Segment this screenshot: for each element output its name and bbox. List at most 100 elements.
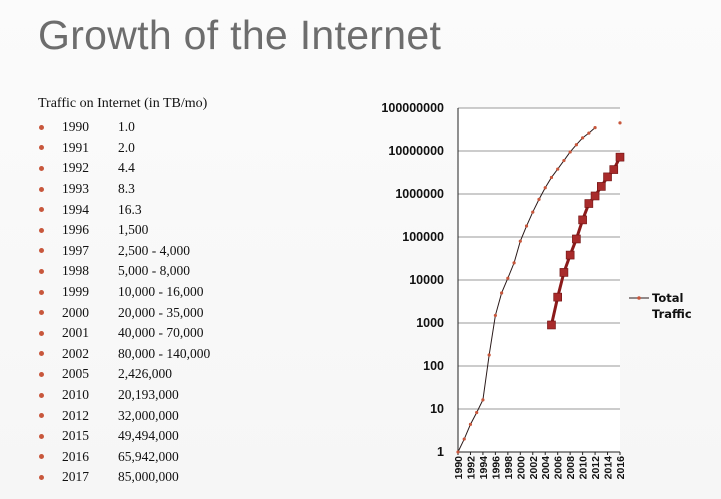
list-item: 1997 2,500 - 4,000	[38, 241, 210, 262]
traffic-table-heading: Traffic on Internet (in TB/mo)	[38, 96, 208, 111]
year-label: 2010	[62, 387, 89, 403]
data-point	[597, 182, 606, 191]
data-point	[537, 197, 541, 201]
y-tick-label: 10	[430, 402, 444, 416]
data-point	[500, 291, 504, 295]
traffic-value: 20,000 - 35,000	[118, 304, 204, 320]
bullet-icon	[39, 392, 44, 398]
bullet-icon	[39, 186, 44, 192]
data-point	[531, 210, 535, 214]
year-label: 2000	[62, 304, 89, 320]
list-item: 1990 1.0	[38, 117, 210, 138]
legend-marker	[637, 296, 641, 300]
year-label: 1994	[62, 201, 89, 217]
year-label: 2002	[62, 345, 89, 361]
year-label: 2005	[62, 366, 89, 382]
data-point	[487, 353, 491, 357]
list-item: 2012 32,000,000	[38, 405, 210, 426]
list-item: 1996 1,500	[38, 220, 210, 241]
year-label: 2012	[62, 407, 89, 423]
list-item: 1992 4.4	[38, 158, 210, 179]
traffic-value: 40,000 - 70,000	[118, 325, 204, 341]
legend-label: Total	[652, 291, 683, 305]
data-point	[593, 126, 597, 130]
traffic-value: 2.0	[118, 139, 135, 155]
data-point	[543, 186, 547, 190]
x-tick-label: 2016	[615, 456, 627, 480]
y-tick-label: 1000000	[395, 187, 444, 201]
x-tick-label: 1992	[465, 456, 477, 480]
year-label: 1990	[62, 119, 89, 135]
y-tick-label: 100000	[402, 230, 444, 244]
x-tick-label: 1990	[453, 456, 465, 480]
data-point	[618, 121, 622, 125]
data-point	[581, 136, 585, 140]
data-point	[475, 410, 479, 415]
bullet-icon	[39, 124, 44, 130]
x-tick-label: 2008	[565, 456, 577, 480]
data-point	[553, 292, 562, 302]
bullet-icon	[39, 207, 44, 213]
year-label: 1999	[62, 284, 89, 300]
x-tick-label: 2004	[540, 456, 552, 480]
year-label: 1997	[62, 242, 89, 258]
data-point	[481, 398, 485, 402]
data-point	[562, 158, 566, 163]
list-item: 2010 20,193,000	[38, 385, 210, 406]
bullet-icon	[39, 165, 44, 171]
traffic-value: 85,000,000	[118, 469, 179, 485]
bullet-icon	[39, 454, 44, 460]
traffic-value: 10,000 - 16,000	[118, 284, 204, 300]
data-point	[574, 143, 578, 147]
x-tick-label: 2012	[590, 456, 602, 480]
slide-title: Growth of the Internet	[38, 12, 442, 58]
year-label: 1993	[62, 181, 89, 197]
data-point	[518, 239, 522, 243]
list-item: 2001 40,000 - 70,000	[38, 323, 210, 344]
year-label: 1998	[62, 263, 89, 279]
x-tick-label: 2002	[528, 456, 540, 480]
x-tick-label: 1994	[478, 456, 490, 480]
traffic-value: 1,500	[118, 222, 149, 238]
data-point	[572, 234, 581, 244]
list-item: 1993 8.3	[38, 179, 210, 200]
data-point	[549, 175, 554, 180]
traffic-value: 8.3	[118, 181, 135, 197]
data-point	[603, 172, 612, 182]
data-point	[584, 199, 594, 208]
list-item: 2017 85,000,000	[38, 467, 210, 488]
data-point	[547, 320, 556, 330]
traffic-value: 5,000 - 8,000	[118, 263, 190, 279]
traffic-value: 20,193,000	[118, 387, 179, 403]
traffic-data-list: 1990 1.0 1991 2.0 1992 4.4 1993 8.3 1994 16.3…	[38, 117, 210, 488]
bullet-icon	[39, 248, 44, 254]
y-tick-label: 10000	[409, 273, 444, 287]
traffic-value: 1.0	[118, 119, 135, 135]
traffic-value: 49,494,000	[118, 428, 179, 444]
bullet-icon	[39, 227, 44, 233]
traffic-value: 65,942,000	[118, 448, 179, 464]
list-item: 1998 5,000 - 8,000	[38, 261, 210, 282]
data-point	[565, 250, 575, 260]
y-tick-label: 100000000	[381, 101, 444, 115]
x-tick-label: 1996	[490, 456, 502, 480]
traffic-value: 32,000,000	[118, 407, 179, 423]
data-point	[468, 422, 473, 426]
list-item: 1999 10,000 - 16,000	[38, 282, 210, 303]
data-point	[559, 268, 569, 277]
data-point	[462, 437, 466, 441]
traffic-value: 4.4	[118, 160, 135, 176]
x-tick-label: 2010	[578, 456, 590, 480]
data-point	[609, 165, 619, 174]
data-point	[493, 313, 497, 318]
year-label: 1996	[62, 222, 89, 238]
list-item: 2005 2,426,000	[38, 364, 210, 385]
traffic-value: 2,500 - 4,000	[118, 242, 190, 258]
list-item: 1991 2.0	[38, 138, 210, 159]
year-label: 1992	[62, 160, 89, 176]
y-tick-label: 10000000	[388, 144, 444, 158]
y-tick-label: 1000	[416, 316, 444, 330]
bullet-icon	[39, 371, 44, 377]
bullet-icon	[39, 474, 44, 480]
bullet-icon	[39, 145, 44, 151]
